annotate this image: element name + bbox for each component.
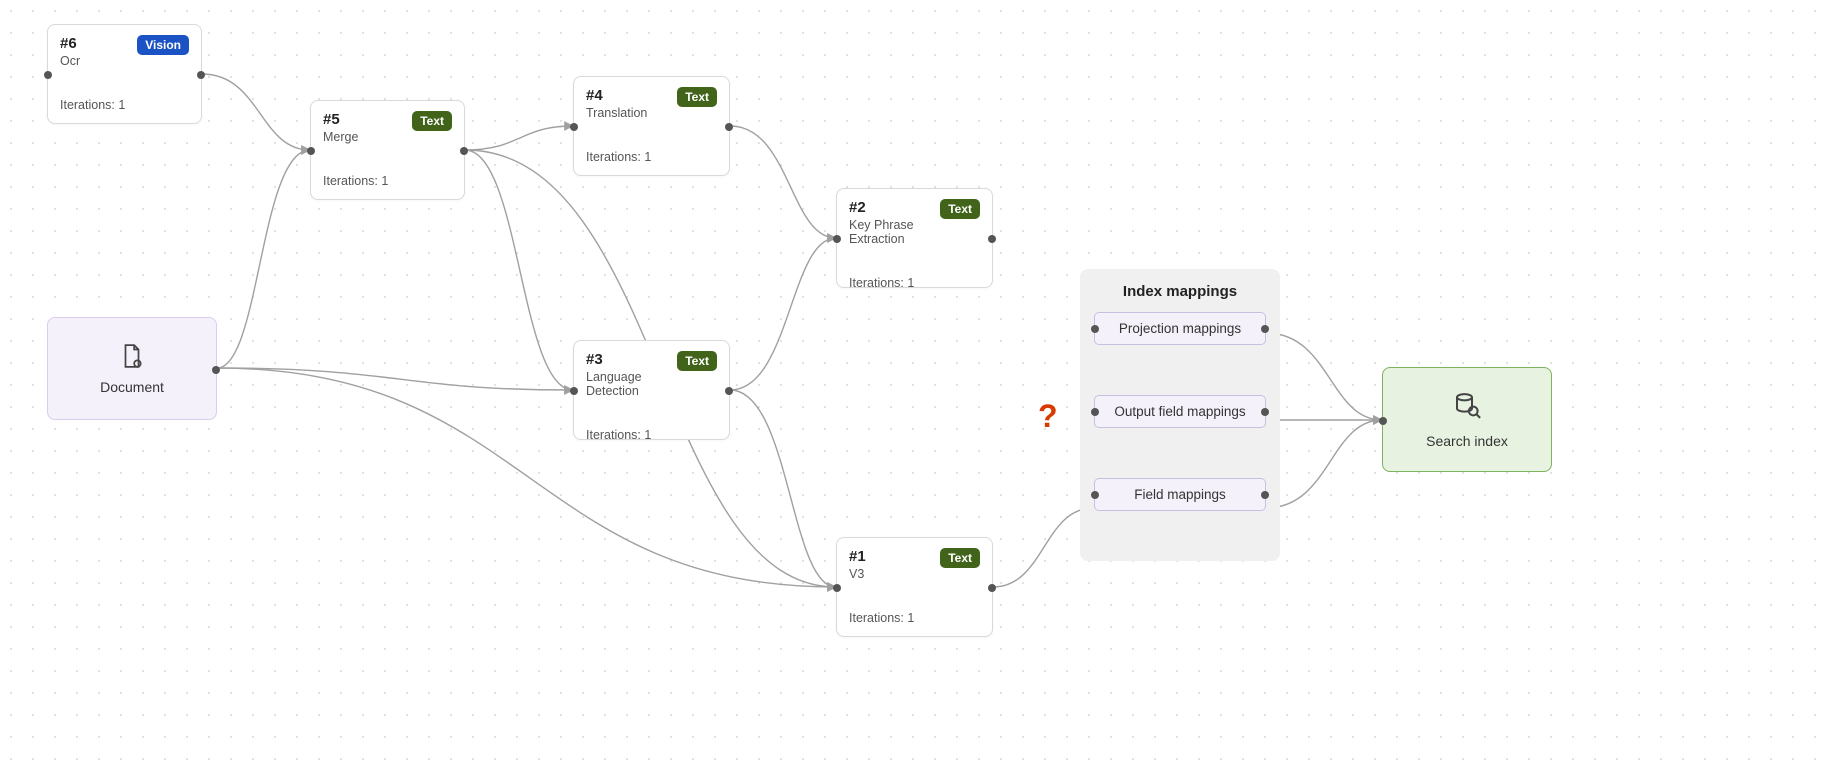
node-iterations: Iterations: 1: [323, 174, 452, 188]
port: [833, 235, 841, 243]
index-mappings-panel: Index mappings Projection mappings Outpu…: [1080, 269, 1280, 561]
port: [460, 147, 468, 155]
port: [1091, 491, 1099, 499]
port: [1261, 491, 1269, 499]
port: [44, 71, 52, 79]
port: [1261, 408, 1269, 416]
port: [1091, 325, 1099, 333]
projection-mappings-label: Projection mappings: [1119, 321, 1241, 336]
document-label: Document: [100, 379, 164, 395]
node-label: Key Phrase Extraction: [849, 218, 940, 246]
node-badge: Vision: [137, 35, 189, 55]
skill-node-n5[interactable]: #5 Merge Text Iterations: 1: [310, 100, 465, 200]
node-id: #4: [586, 87, 647, 104]
node-iterations: Iterations: 1: [586, 428, 717, 442]
search-index-icon: [1452, 391, 1482, 421]
node-label: Language Detection: [586, 370, 677, 398]
output-field-mappings-row[interactable]: Output field mappings: [1094, 395, 1266, 428]
canvas-background: [0, 0, 1828, 763]
port: [725, 123, 733, 131]
skill-node-n6[interactable]: #6 Ocr Vision Iterations: 1: [47, 24, 202, 124]
node-label: Translation: [586, 106, 647, 120]
node-iterations: Iterations: 1: [586, 150, 717, 164]
node-id: #2: [849, 199, 940, 216]
node-id: #3: [586, 351, 677, 368]
port: [833, 584, 841, 592]
port: [988, 584, 996, 592]
node-badge: Text: [677, 87, 717, 107]
node-badge: Text: [940, 548, 980, 568]
port: [1379, 417, 1387, 425]
node-label: Ocr: [60, 54, 80, 68]
skill-node-n3[interactable]: #3 Language DetectionText Iterations: 1: [573, 340, 730, 440]
node-label: V3: [849, 567, 866, 581]
skill-node-n4[interactable]: #4 Translation Text Iterations: 1: [573, 76, 730, 176]
node-badge: Text: [677, 351, 717, 371]
index-mappings-title: Index mappings: [1094, 283, 1266, 300]
node-id: #1: [849, 548, 866, 565]
node-iterations: Iterations: 1: [849, 276, 980, 290]
port: [1091, 408, 1099, 416]
skill-node-n1[interactable]: #1 V3 Text Iterations: 1: [836, 537, 993, 637]
port: [570, 387, 578, 395]
node-id: #5: [323, 111, 358, 128]
search-index-label: Search index: [1426, 433, 1508, 449]
node-label: Merge: [323, 130, 358, 144]
field-mappings-label: Field mappings: [1134, 487, 1226, 502]
port: [197, 71, 205, 79]
port: [1261, 325, 1269, 333]
output-field-mappings-label: Output field mappings: [1114, 404, 1245, 419]
field-mappings-row[interactable]: Field mappings: [1094, 478, 1266, 511]
port: [212, 366, 220, 374]
question-annotation: ?: [1038, 398, 1058, 435]
port: [570, 123, 578, 131]
projection-mappings-row[interactable]: Projection mappings: [1094, 312, 1266, 345]
node-badge: Text: [940, 199, 980, 219]
port: [988, 235, 996, 243]
search-index-node[interactable]: Search index: [1382, 367, 1552, 472]
port: [725, 387, 733, 395]
node-iterations: Iterations: 1: [60, 98, 189, 112]
skill-node-n2[interactable]: #2 Key Phrase ExtractionText Iterations: 1: [836, 188, 993, 288]
port: [307, 147, 315, 155]
node-badge: Text: [412, 111, 452, 131]
document-node[interactable]: Document: [47, 317, 217, 420]
document-icon: [119, 343, 145, 369]
node-id: #6: [60, 35, 80, 52]
node-iterations: Iterations: 1: [849, 611, 980, 625]
